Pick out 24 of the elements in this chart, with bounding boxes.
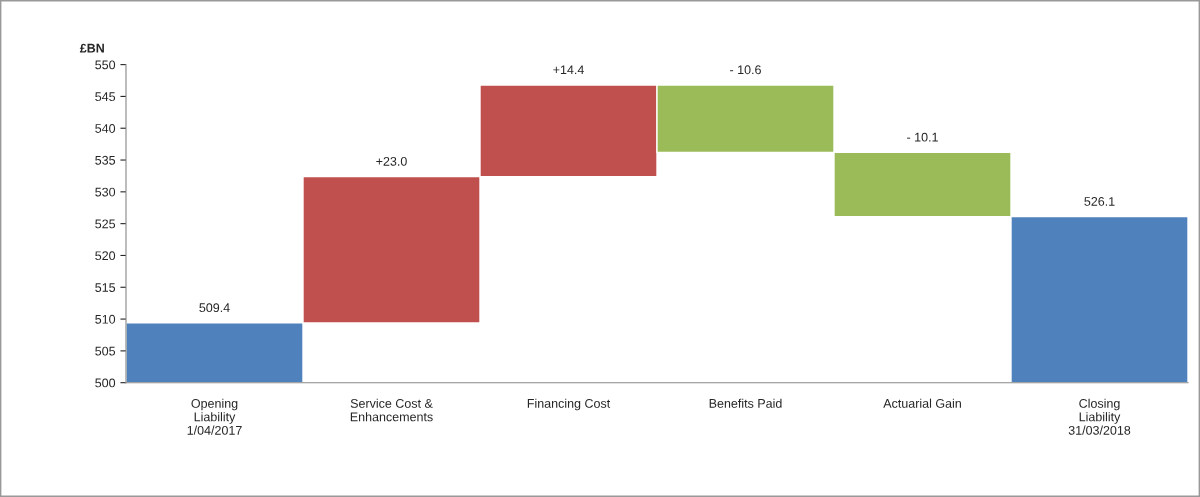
x-tick-label: Closing Liability 31/03/2018 [1068, 398, 1131, 435]
data-label: - 10.6 [730, 65, 761, 75]
x-tick-label: Benefits Paid [709, 398, 782, 408]
x-tick-label: Actuarial Gain [883, 398, 961, 408]
y-tick-label: 515 [95, 283, 116, 292]
y-tick-label: 520 [95, 251, 116, 261]
y-tick-label: 505 [95, 346, 116, 356]
y-tick-label: 510 [95, 314, 116, 324]
y-tick-label: 540 [95, 124, 116, 133]
data-label: 526.1 [1084, 197, 1115, 206]
x-tick-label: Opening Liability 1/04/2017 [187, 398, 242, 435]
y-tick-label: 530 [95, 187, 116, 197]
y-axis-title: £BN [79, 43, 104, 53]
y-tick-label: 525 [95, 219, 116, 229]
x-tick-label: Financing Cost [527, 398, 611, 411]
y-tick-label: 535 [95, 155, 116, 165]
data-label: +23.0 [376, 156, 407, 166]
data-label: 509.4 [199, 303, 230, 313]
y-tick-label: 500 [95, 378, 116, 388]
y-tick-label: 545 [95, 92, 116, 102]
y-tick-label: 550 [95, 60, 116, 70]
data-label: +14.4 [553, 65, 584, 75]
data-label: - 10.1 [907, 132, 938, 142]
x-tick-label: Service Cost & Enhancements [350, 398, 433, 422]
